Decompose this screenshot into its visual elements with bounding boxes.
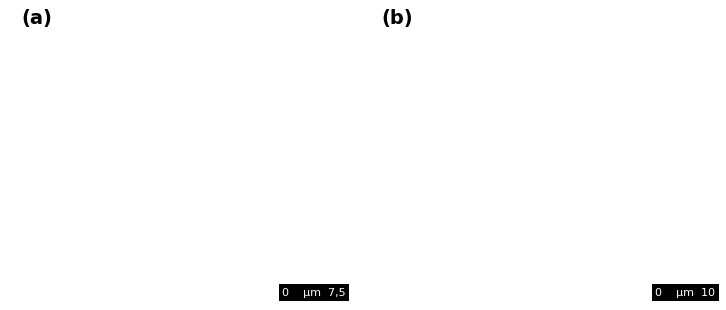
Text: 0    μm  7,5: 0 μm 7,5 (282, 288, 346, 298)
Text: 0    μm  10: 0 μm 10 (656, 288, 715, 298)
Text: (b): (b) (381, 9, 412, 28)
Text: (a): (a) (21, 9, 52, 28)
